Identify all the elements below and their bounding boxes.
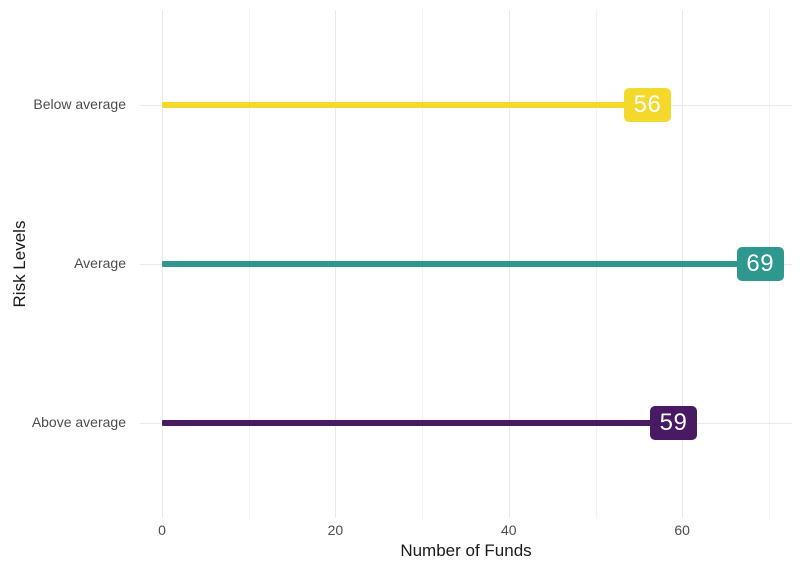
- x-tick-label-0: 0: [158, 522, 166, 538]
- value-label-below-average: 56: [624, 88, 672, 122]
- plot-panel: 56 69 59: [140, 10, 792, 518]
- value-label-above-average: 59: [650, 406, 698, 440]
- x-axis-title: Number of Funds: [400, 541, 532, 560]
- bar-line-above-average: [162, 420, 674, 426]
- x-tick-label-20: 20: [327, 522, 344, 538]
- bar-line-average: [162, 261, 761, 267]
- y-tick-label-average: Average: [74, 255, 126, 271]
- x-tick-label-40: 40: [501, 522, 517, 538]
- bar-line-below-average: [162, 102, 648, 108]
- y-tick-label-below-average: Below average: [33, 96, 126, 112]
- value-label-average: 69: [736, 247, 784, 281]
- x-tick-label-60: 60: [674, 522, 690, 538]
- y-tick-label-above-average: Above average: [31, 414, 126, 430]
